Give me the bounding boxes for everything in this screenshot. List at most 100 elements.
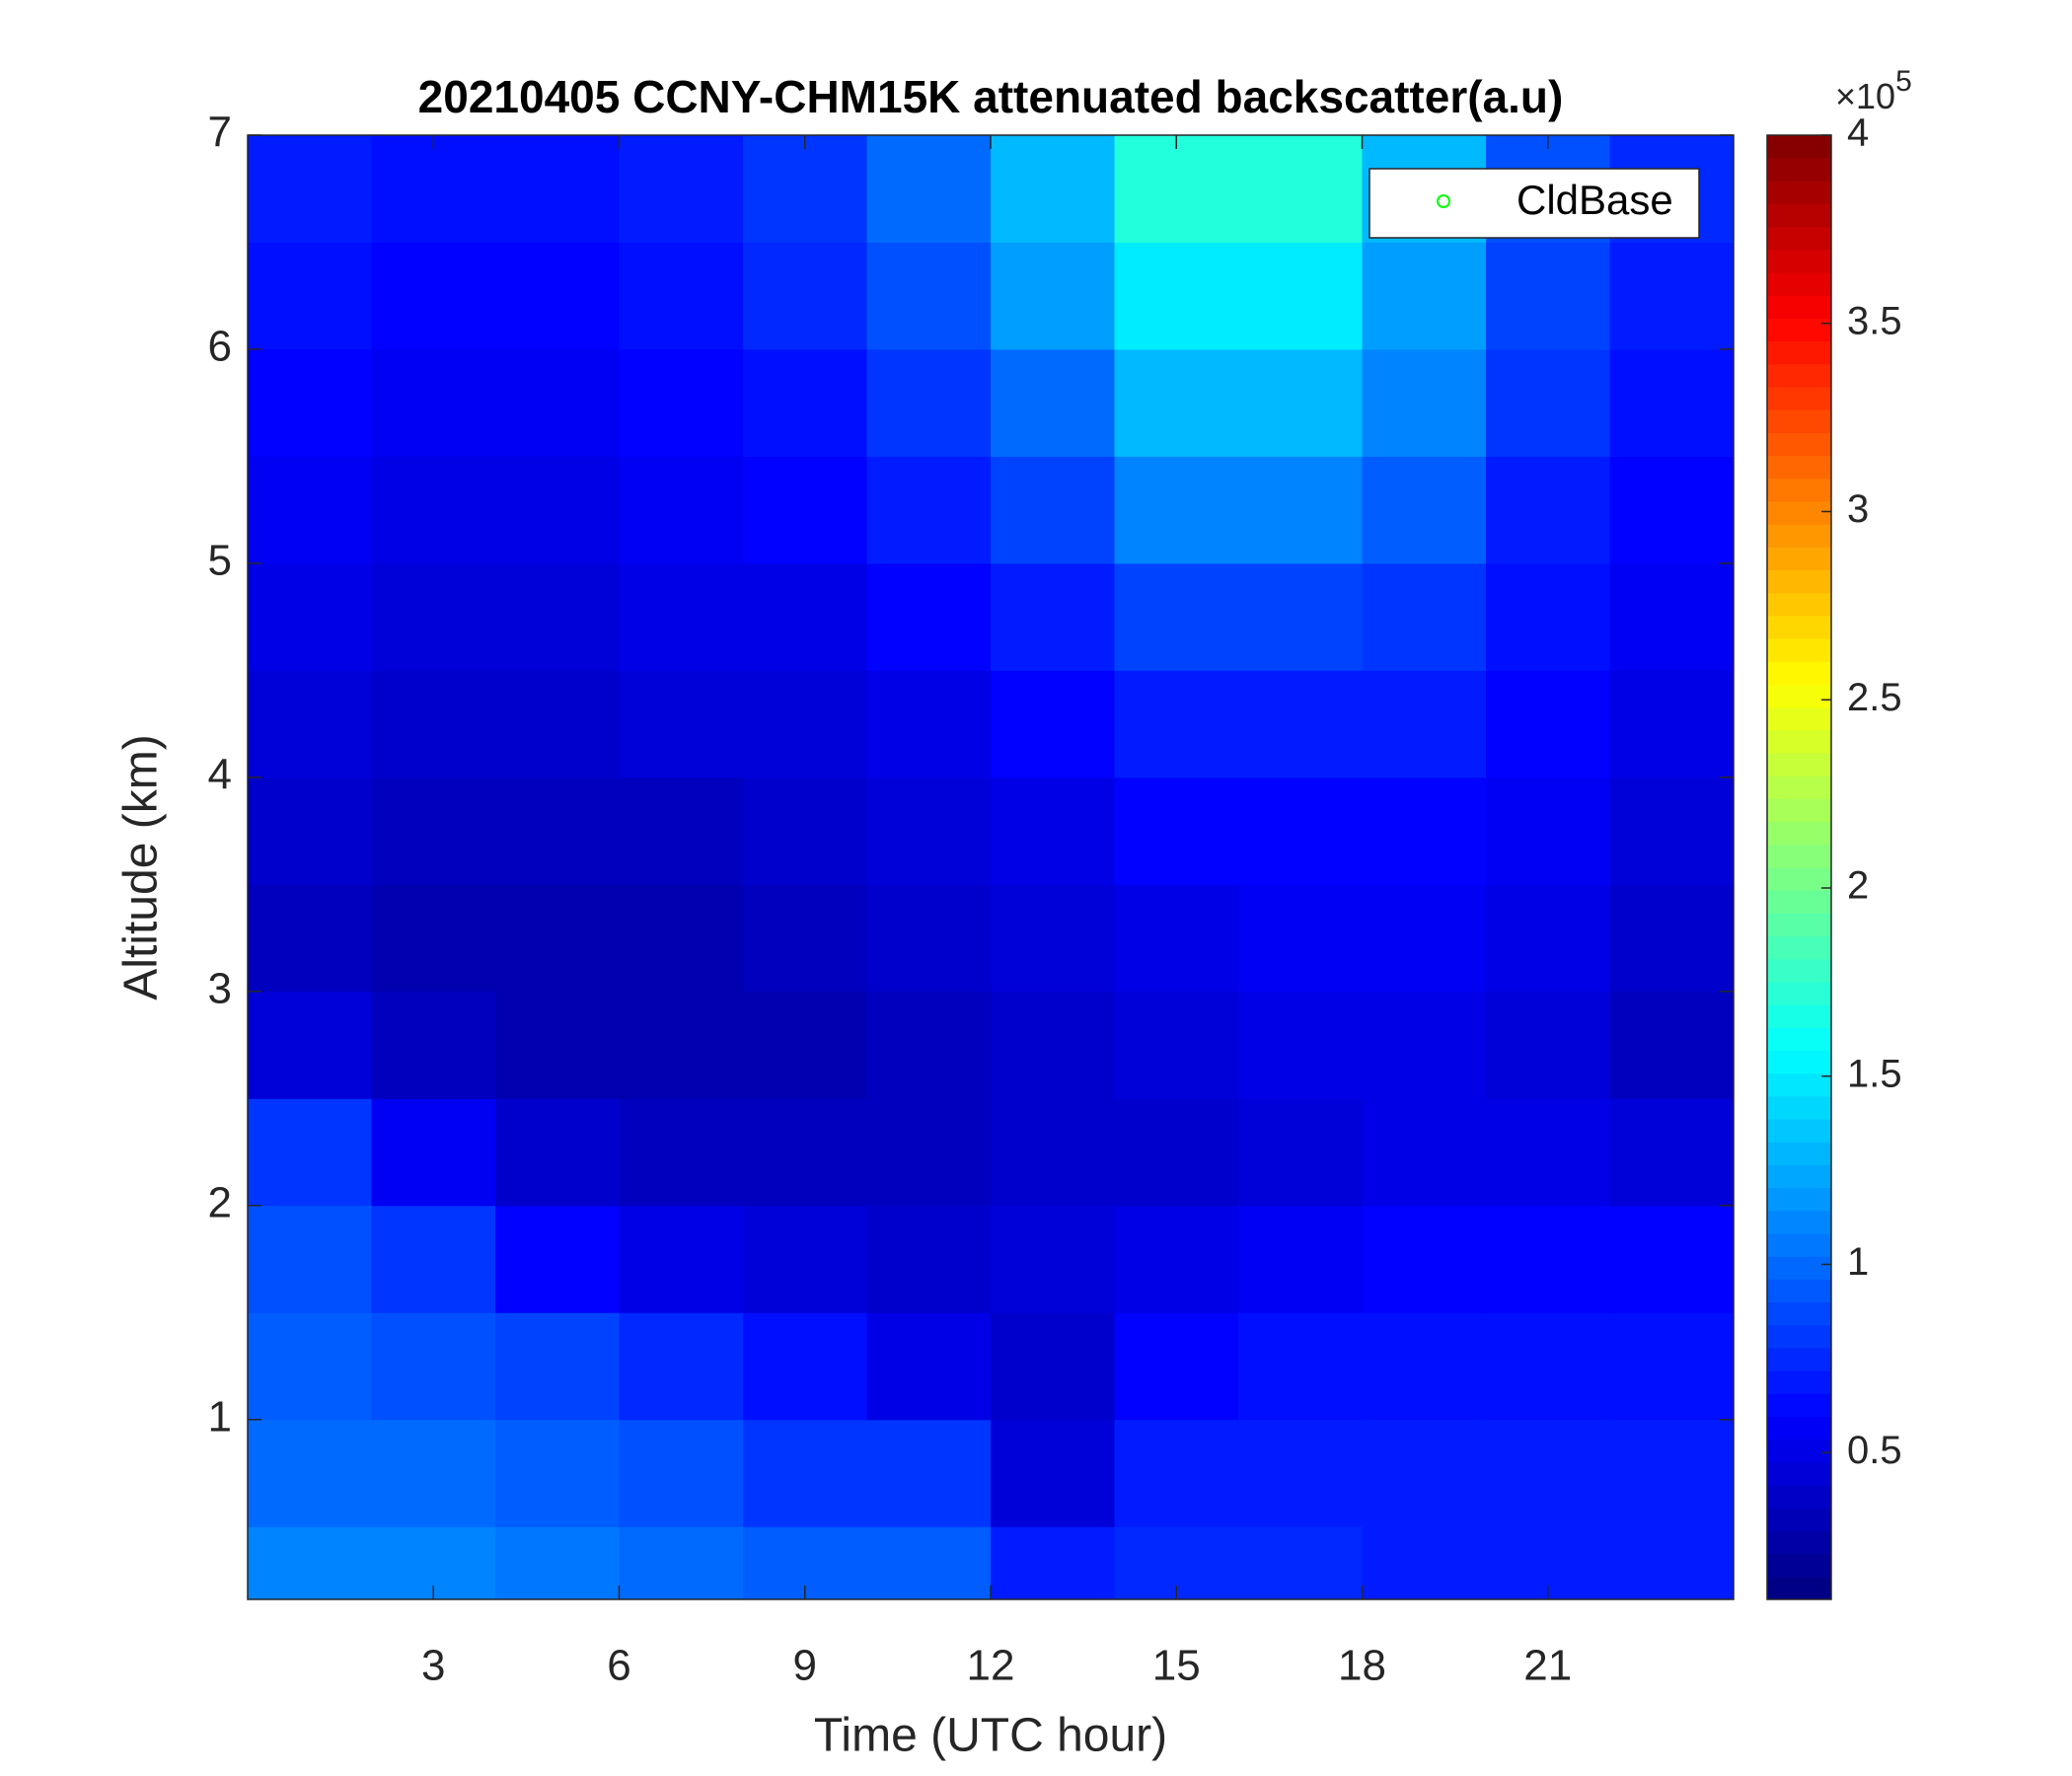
heatmap-cell (866, 777, 992, 885)
heatmap-cell (1114, 777, 1239, 885)
heatmap-cell (743, 1312, 867, 1421)
heatmap-cell (991, 348, 1115, 457)
colorbar-step (1767, 1553, 1831, 1578)
heatmap-cell (248, 1205, 372, 1313)
heatmap-cell (1486, 348, 1610, 457)
colorbar-step (1767, 295, 1831, 319)
heatmap-cell (495, 1419, 620, 1527)
heatmap-cell (619, 348, 744, 457)
heatmap-cell (495, 348, 620, 457)
heatmap-cell (743, 670, 867, 778)
colorbar-step (1767, 1027, 1831, 1051)
y-axis-label: Altitude (km) (115, 734, 168, 999)
colorbar-step (1767, 1461, 1831, 1486)
heatmap-cell (619, 1419, 744, 1527)
heatmap-cell (1609, 670, 1735, 778)
heatmap-cell (371, 1205, 496, 1313)
colorbar-step (1767, 569, 1831, 594)
heatmap-cell (248, 135, 372, 243)
heatmap-cell (1238, 777, 1363, 885)
heatmap-cell (619, 777, 744, 885)
heatmap-cell (248, 670, 372, 778)
heatmap-cell (1609, 991, 1735, 1099)
heatmap-cell (248, 884, 372, 993)
x-tick-label: 21 (1523, 1642, 1572, 1690)
colorbar-step (1767, 1164, 1831, 1189)
heatmap-cell (1114, 1419, 1239, 1527)
heatmap-cell (1238, 1205, 1363, 1313)
heatmap-cell (743, 562, 867, 671)
x-tick-label: 18 (1338, 1642, 1386, 1690)
x-axis-label: Time (UTC hour) (814, 1710, 1167, 1762)
colorbar-multiplier-base: ×10 (1835, 76, 1895, 116)
heatmap-cell (991, 562, 1115, 671)
colorbar-step (1767, 1256, 1831, 1280)
heatmap-cell (866, 1419, 992, 1527)
heatmap-cell (991, 1205, 1115, 1313)
heatmap-cell (866, 242, 992, 350)
heatmap-cell (248, 777, 372, 885)
heatmap-cell (866, 884, 992, 993)
colorbar-tick-label: 4 (1847, 111, 1869, 155)
heatmap-cell (1114, 1098, 1239, 1207)
colorbar-step (1767, 1050, 1831, 1074)
heatmap-cell (1609, 562, 1735, 671)
heatmap-cell (495, 1312, 620, 1421)
heatmap-cell (495, 456, 620, 564)
heatmap-cell (1238, 670, 1363, 778)
colorbar-step (1767, 1508, 1831, 1531)
heatmap-cell (1486, 242, 1610, 350)
heatmap-cell (495, 991, 620, 1099)
colorbar-step (1767, 1004, 1831, 1028)
colorbar-tick-label: 2.5 (1847, 676, 1902, 719)
heatmap-cell (371, 1098, 496, 1207)
colorbar-step (1767, 1095, 1831, 1120)
heatmap-cell (495, 670, 620, 778)
heatmap-cell (991, 884, 1115, 993)
colorbar-step (1767, 1347, 1831, 1371)
colorbar-step (1767, 181, 1831, 205)
heatmap-cell (743, 991, 867, 1099)
heatmap-cell (991, 1419, 1115, 1527)
heatmap-cell (1486, 562, 1610, 671)
heatmap-cell (619, 1312, 744, 1421)
heatmap-cell (1362, 562, 1487, 671)
colorbar-step (1767, 638, 1831, 662)
heatmap-cell (866, 348, 992, 457)
colorbar-step (1767, 913, 1831, 937)
heatmap-cell (1486, 777, 1610, 885)
colorbar-step (1767, 135, 1831, 159)
heatmap-cell (1486, 991, 1610, 1099)
colorbar-step (1767, 1393, 1831, 1417)
heatmap-cell (1114, 884, 1239, 993)
colorbar-step (1767, 776, 1831, 799)
colorbar-step (1767, 753, 1831, 777)
colorbar-step (1767, 661, 1831, 685)
colorbar-multiplier-exponent: 5 (1895, 65, 1912, 98)
colorbar-step (1767, 1233, 1831, 1257)
colorbar-tick-label: 1.5 (1847, 1052, 1902, 1095)
heatmap-cell (619, 991, 744, 1099)
colorbar-step (1767, 524, 1831, 548)
colorbar-step (1767, 478, 1831, 502)
heatmap-cell (619, 670, 744, 778)
colorbar-step (1767, 684, 1831, 708)
legend-marker (1437, 194, 1450, 208)
heatmap-cell (1238, 456, 1363, 564)
colorbar-step (1767, 1324, 1831, 1349)
heatmap-cell (1362, 1526, 1487, 1600)
x-tick-label: 9 (793, 1642, 817, 1690)
heatmap-cell (1486, 456, 1610, 564)
heatmap-cell (371, 991, 496, 1099)
chart-title: 20210405 CCNY-CHM15K attenuated backscat… (418, 71, 1564, 122)
heatmap-cell (866, 135, 992, 243)
colorbar-step (1767, 1210, 1831, 1234)
heatmap-cell (495, 777, 620, 885)
colorbar-step (1767, 501, 1831, 525)
heatmap-cell (1362, 348, 1487, 457)
heatmap-cell (371, 348, 496, 457)
colorbar-step (1767, 249, 1831, 273)
colorbar-step (1767, 729, 1831, 754)
heatmap-cell (1114, 348, 1239, 457)
